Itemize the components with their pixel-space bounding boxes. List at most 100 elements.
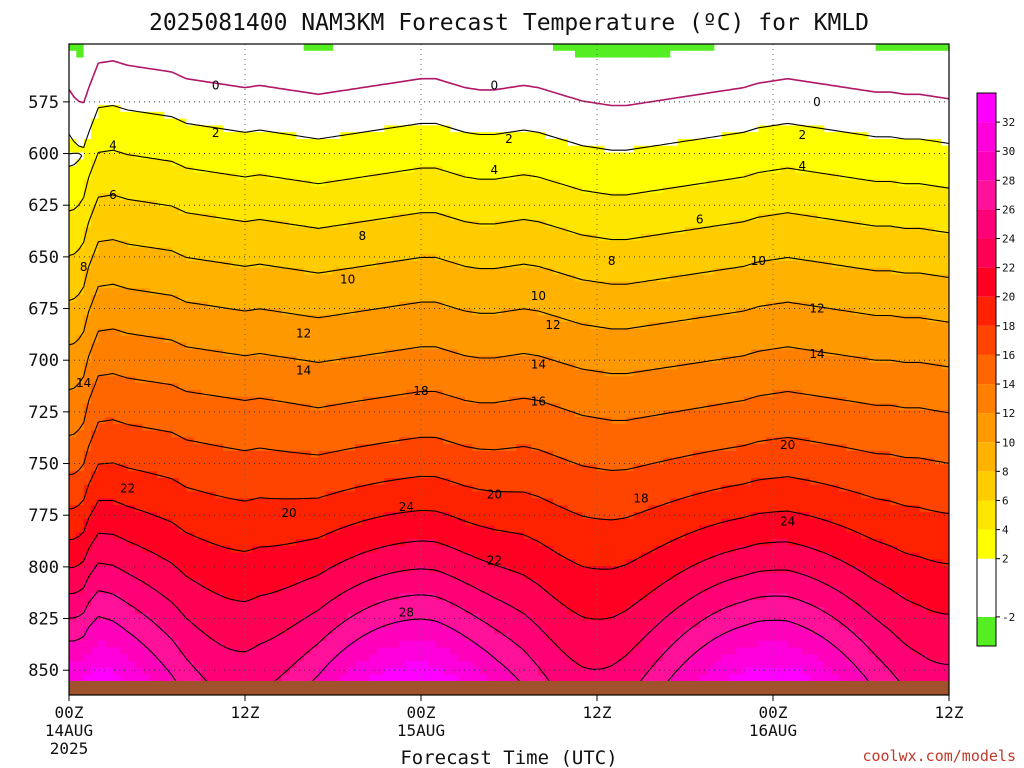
temperature-cell	[164, 613, 173, 622]
temperature-cell	[413, 328, 422, 337]
temperature-cell	[369, 416, 378, 425]
temperature-cell	[149, 410, 158, 418]
temperature-cell	[391, 505, 400, 513]
temperature-cell	[179, 450, 187, 459]
temperature-cell	[171, 423, 180, 432]
temperature-cell	[76, 498, 85, 506]
temperature-cell	[340, 484, 349, 493]
temperature-cell	[164, 233, 173, 242]
temperature-cell	[377, 308, 385, 316]
temperature-cell	[259, 661, 268, 669]
temperature-cell	[91, 369, 99, 377]
temperature-cell	[142, 281, 151, 289]
temperature-cell	[347, 179, 356, 188]
temperature-cell	[201, 118, 209, 126]
temperature-cell	[325, 199, 334, 208]
temperature-cell	[223, 254, 231, 262]
temperature-cell	[157, 464, 165, 472]
temperature-cell	[252, 132, 261, 140]
temperature-cell	[142, 220, 151, 228]
temperature-cell	[157, 403, 165, 411]
temperature-cell	[142, 186, 151, 194]
temperature-cell	[377, 579, 385, 588]
temperature-cell	[135, 464, 143, 472]
temperature-cell	[384, 233, 393, 242]
temperature-cell	[149, 247, 158, 255]
temperature-cell	[443, 355, 451, 364]
temperature-cell	[435, 572, 444, 581]
temperature-cell	[333, 457, 341, 466]
temperature-cell	[318, 166, 327, 174]
temperature-cell	[171, 349, 180, 357]
temperature-cell	[193, 84, 202, 93]
temperature-cell	[179, 233, 187, 242]
temperature-cell	[127, 389, 136, 398]
temperature-cell	[230, 274, 239, 282]
temperature-cell	[399, 464, 407, 472]
temperature-cell	[443, 71, 451, 79]
temperature-cell	[399, 349, 407, 357]
temperature-cell	[281, 240, 290, 249]
temperature-cell	[274, 491, 283, 499]
temperature-cell	[245, 640, 253, 649]
temperature-cell	[135, 450, 143, 459]
temperature-cell	[83, 410, 92, 418]
temperature-cell	[274, 383, 283, 391]
temperature-cell	[274, 572, 283, 581]
temperature-cell	[76, 457, 85, 466]
temperature-cell	[435, 484, 444, 493]
temperature-cell	[296, 511, 305, 520]
temperature-cell	[223, 118, 231, 126]
temperature-cell	[435, 288, 444, 296]
temperature-cell	[355, 362, 363, 371]
temperature-cell	[347, 91, 356, 99]
temperature-cell	[252, 138, 261, 147]
temperature-cell	[333, 539, 341, 547]
temperature-cell	[223, 423, 231, 432]
temperature-cell	[355, 294, 363, 303]
temperature-cell	[98, 383, 107, 391]
temperature-cell	[325, 349, 334, 357]
temperature-cell	[377, 220, 385, 228]
temperature-cell	[127, 369, 136, 377]
temperature-cell	[362, 71, 371, 79]
temperature-cell	[267, 539, 275, 547]
temperature-cell	[135, 349, 143, 357]
temperature-cell	[208, 328, 217, 337]
temperature-cell	[171, 166, 180, 174]
temperature-cell	[237, 77, 246, 86]
temperature-cell	[333, 545, 341, 554]
temperature-cell	[105, 44, 114, 52]
temperature-cell	[384, 667, 393, 676]
temperature-cell	[421, 566, 429, 574]
temperature-cell	[208, 186, 217, 194]
temperature-cell	[186, 403, 195, 411]
temperature-cell	[76, 227, 85, 235]
temperature-cell	[157, 335, 165, 343]
temperature-cell	[157, 525, 165, 533]
temperature-cell	[105, 620, 114, 628]
temperature-cell	[208, 376, 217, 384]
temperature-cell	[413, 647, 422, 655]
temperature-cell	[384, 342, 393, 350]
temperature-cell	[281, 152, 290, 160]
temperature-cell	[105, 199, 114, 208]
temperature-cell	[193, 396, 202, 405]
temperature-cell	[435, 118, 444, 126]
temperature-cell	[142, 159, 151, 167]
temperature-cell	[193, 193, 202, 201]
temperature-cell	[230, 105, 239, 113]
temperature-cell	[267, 423, 275, 432]
temperature-cell	[105, 518, 114, 527]
temperature-cell	[223, 511, 231, 520]
temperature-cell	[347, 145, 356, 154]
temperature-cell	[164, 437, 173, 445]
temperature-cell	[333, 450, 341, 459]
temperature-cell	[237, 227, 246, 235]
temperature-cell	[296, 91, 305, 99]
temperature-cell	[296, 50, 305, 59]
temperature-cell	[245, 335, 253, 343]
temperature-cell	[149, 254, 158, 262]
temperature-cell	[208, 532, 217, 540]
temperature-cell	[157, 91, 165, 99]
